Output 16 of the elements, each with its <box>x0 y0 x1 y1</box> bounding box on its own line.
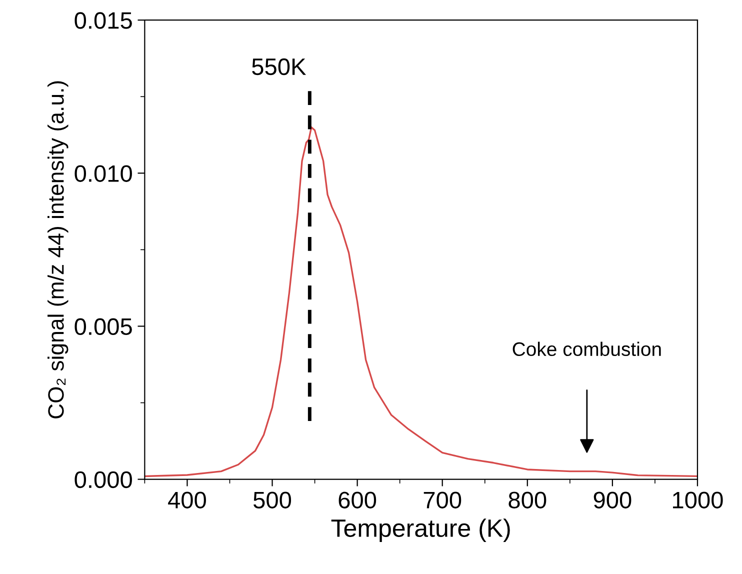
x-tick-label: 900 <box>594 492 632 508</box>
line-series <box>144 126 698 478</box>
x-axis-title: Temperature (K) <box>331 518 510 542</box>
x-tick-label: 500 <box>254 492 292 508</box>
x-tick-label: 700 <box>424 492 462 508</box>
x-tick-label: 800 <box>508 492 546 508</box>
ref-line-label: 550K <box>252 58 306 76</box>
y-tick-label: 0.000 <box>74 471 132 488</box>
x-tick-label: 600 <box>338 492 376 508</box>
y-tick-label: 0.010 <box>74 165 132 182</box>
x-tick-label: 400 <box>168 492 206 508</box>
y-tick-label: 0.015 <box>74 12 132 29</box>
y-tick-label: 0.005 <box>74 318 132 336</box>
annotation: Coke combustion <box>512 342 661 356</box>
x-tick-label: 1000 <box>673 492 723 508</box>
y-axis-title: CO₂ signal (m/z 44) intensity (a.u.) <box>48 81 68 418</box>
